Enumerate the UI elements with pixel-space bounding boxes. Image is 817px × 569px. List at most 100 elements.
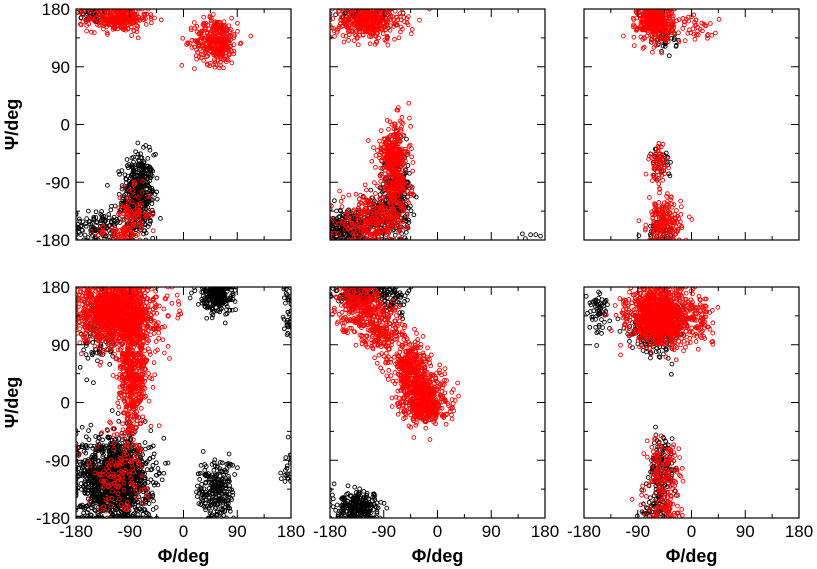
data-point bbox=[646, 156, 651, 162]
data-point bbox=[211, 62, 216, 68]
data-point bbox=[107, 11, 113, 17]
data-point bbox=[130, 211, 135, 217]
data-point bbox=[408, 31, 414, 37]
data-point bbox=[340, 9, 346, 12]
data-point bbox=[349, 11, 354, 17]
data-point bbox=[392, 195, 398, 201]
data-point bbox=[397, 11, 403, 16]
data-point bbox=[130, 188, 135, 194]
data-point bbox=[375, 183, 380, 189]
data-point bbox=[652, 165, 658, 171]
data-point bbox=[360, 9, 366, 15]
data-point bbox=[346, 237, 352, 240]
data-point bbox=[76, 505, 79, 511]
data-point bbox=[705, 35, 710, 41]
data-point bbox=[392, 36, 397, 42]
data-point bbox=[376, 23, 382, 29]
data-point bbox=[225, 38, 231, 44]
data-point bbox=[381, 165, 387, 170]
data-point bbox=[229, 15, 234, 21]
data-point bbox=[145, 9, 151, 12]
data-point bbox=[128, 235, 133, 240]
data-point bbox=[331, 237, 336, 240]
data-point bbox=[357, 13, 362, 19]
data-point bbox=[386, 126, 391, 132]
data-point bbox=[668, 194, 674, 200]
data-point bbox=[384, 223, 390, 228]
data-point bbox=[134, 227, 139, 233]
data-point bbox=[377, 9, 383, 12]
data-point bbox=[675, 228, 681, 234]
data-point bbox=[372, 33, 378, 38]
data-point bbox=[377, 138, 382, 144]
data-point bbox=[137, 237, 143, 240]
data-point bbox=[373, 199, 378, 205]
data-point bbox=[136, 186, 142, 191]
data-point bbox=[382, 176, 388, 181]
data-point bbox=[339, 15, 344, 20]
data-point bbox=[143, 230, 149, 236]
data-point bbox=[136, 228, 142, 234]
data-point bbox=[653, 236, 658, 240]
data-point bbox=[406, 100, 412, 106]
data-point bbox=[399, 177, 404, 183]
data-point bbox=[188, 27, 194, 33]
data-point bbox=[148, 214, 153, 219]
data-point bbox=[210, 42, 216, 47]
data-point bbox=[141, 145, 146, 150]
data-point bbox=[76, 212, 79, 217]
data-point bbox=[659, 169, 665, 175]
data-point bbox=[652, 237, 658, 240]
data-point bbox=[81, 9, 87, 13]
data-point bbox=[96, 23, 102, 28]
data-point bbox=[377, 155, 382, 161]
data-point bbox=[126, 219, 132, 225]
data-point bbox=[374, 219, 380, 225]
data-point bbox=[231, 48, 237, 54]
data-point bbox=[112, 20, 118, 26]
data-point bbox=[87, 9, 93, 15]
data-point bbox=[636, 233, 642, 238]
data-point bbox=[672, 232, 678, 237]
data-point bbox=[128, 9, 134, 12]
data-point bbox=[231, 51, 237, 57]
data-point bbox=[391, 237, 397, 240]
data-point bbox=[403, 170, 409, 176]
data-point bbox=[111, 25, 117, 31]
data-point bbox=[400, 207, 406, 213]
data-point bbox=[384, 118, 390, 123]
data-point bbox=[661, 157, 667, 163]
data-point bbox=[131, 182, 137, 187]
data-point bbox=[676, 39, 682, 45]
data-point bbox=[379, 16, 385, 22]
data-point bbox=[636, 218, 642, 224]
data-point bbox=[122, 230, 127, 236]
data-point bbox=[206, 51, 211, 56]
data-point bbox=[139, 202, 145, 208]
data-point bbox=[670, 20, 676, 26]
data-point bbox=[367, 237, 372, 240]
data-point bbox=[95, 232, 101, 238]
data-point bbox=[674, 18, 680, 24]
axis-ticks bbox=[583, 8, 800, 241]
data-point bbox=[125, 19, 131, 24]
data-point bbox=[330, 16, 335, 21]
data-point bbox=[520, 231, 525, 237]
data-point bbox=[666, 53, 672, 59]
data-point bbox=[84, 9, 89, 12]
data-point bbox=[395, 220, 401, 226]
data-point bbox=[127, 19, 133, 25]
data-point bbox=[656, 200, 662, 205]
data-point bbox=[189, 45, 195, 50]
data-point bbox=[409, 146, 414, 151]
data-point bbox=[350, 220, 355, 226]
data-point bbox=[150, 463, 156, 468]
data-point bbox=[646, 153, 652, 159]
data-point bbox=[143, 237, 149, 240]
data-point bbox=[378, 128, 384, 133]
data-point bbox=[383, 140, 389, 146]
data-point bbox=[666, 11, 672, 16]
data-point bbox=[199, 51, 204, 57]
data-point bbox=[667, 173, 673, 179]
